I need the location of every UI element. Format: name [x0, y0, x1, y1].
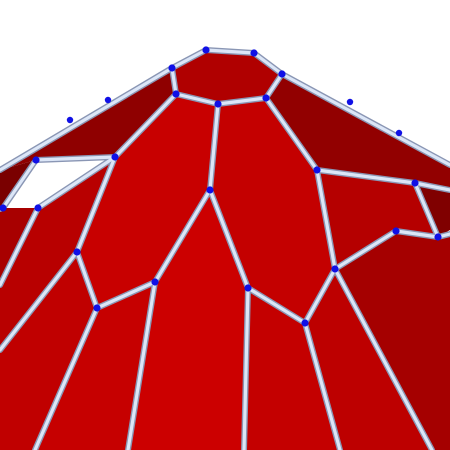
vertex [66, 116, 74, 124]
vertex [206, 186, 214, 194]
face-lower-left [0, 157, 115, 350]
vertex [434, 233, 442, 241]
vertex [244, 284, 252, 292]
face-bottom-center [128, 190, 248, 450]
face-bottom-center-left [35, 282, 155, 450]
vertices [0, 46, 442, 327]
vertex [93, 304, 101, 312]
vertex [0, 204, 7, 212]
vertex [104, 96, 112, 104]
vertex [214, 100, 222, 108]
vertex [262, 94, 270, 102]
vertex [395, 129, 403, 137]
vertex [111, 153, 119, 161]
face-top [172, 50, 282, 104]
vertex [32, 156, 40, 164]
vertex [411, 179, 419, 187]
vertex [202, 46, 210, 54]
face-right-side [317, 170, 438, 269]
vertex [34, 204, 42, 212]
face-bottom-center-right [244, 288, 340, 450]
vertex [331, 265, 339, 273]
vertex [346, 98, 354, 106]
face-bottom-right [305, 269, 432, 450]
vertex [151, 278, 159, 286]
vertex [392, 227, 400, 235]
vertex [168, 64, 176, 72]
face-front-left [77, 94, 218, 308]
face-bottom-left [0, 252, 97, 450]
vertex [172, 90, 180, 98]
vertex [250, 49, 258, 57]
vertex [278, 70, 286, 78]
vertex [313, 166, 321, 174]
vertex [73, 248, 81, 256]
vertex [301, 319, 309, 327]
face-far-right-side [335, 231, 450, 450]
